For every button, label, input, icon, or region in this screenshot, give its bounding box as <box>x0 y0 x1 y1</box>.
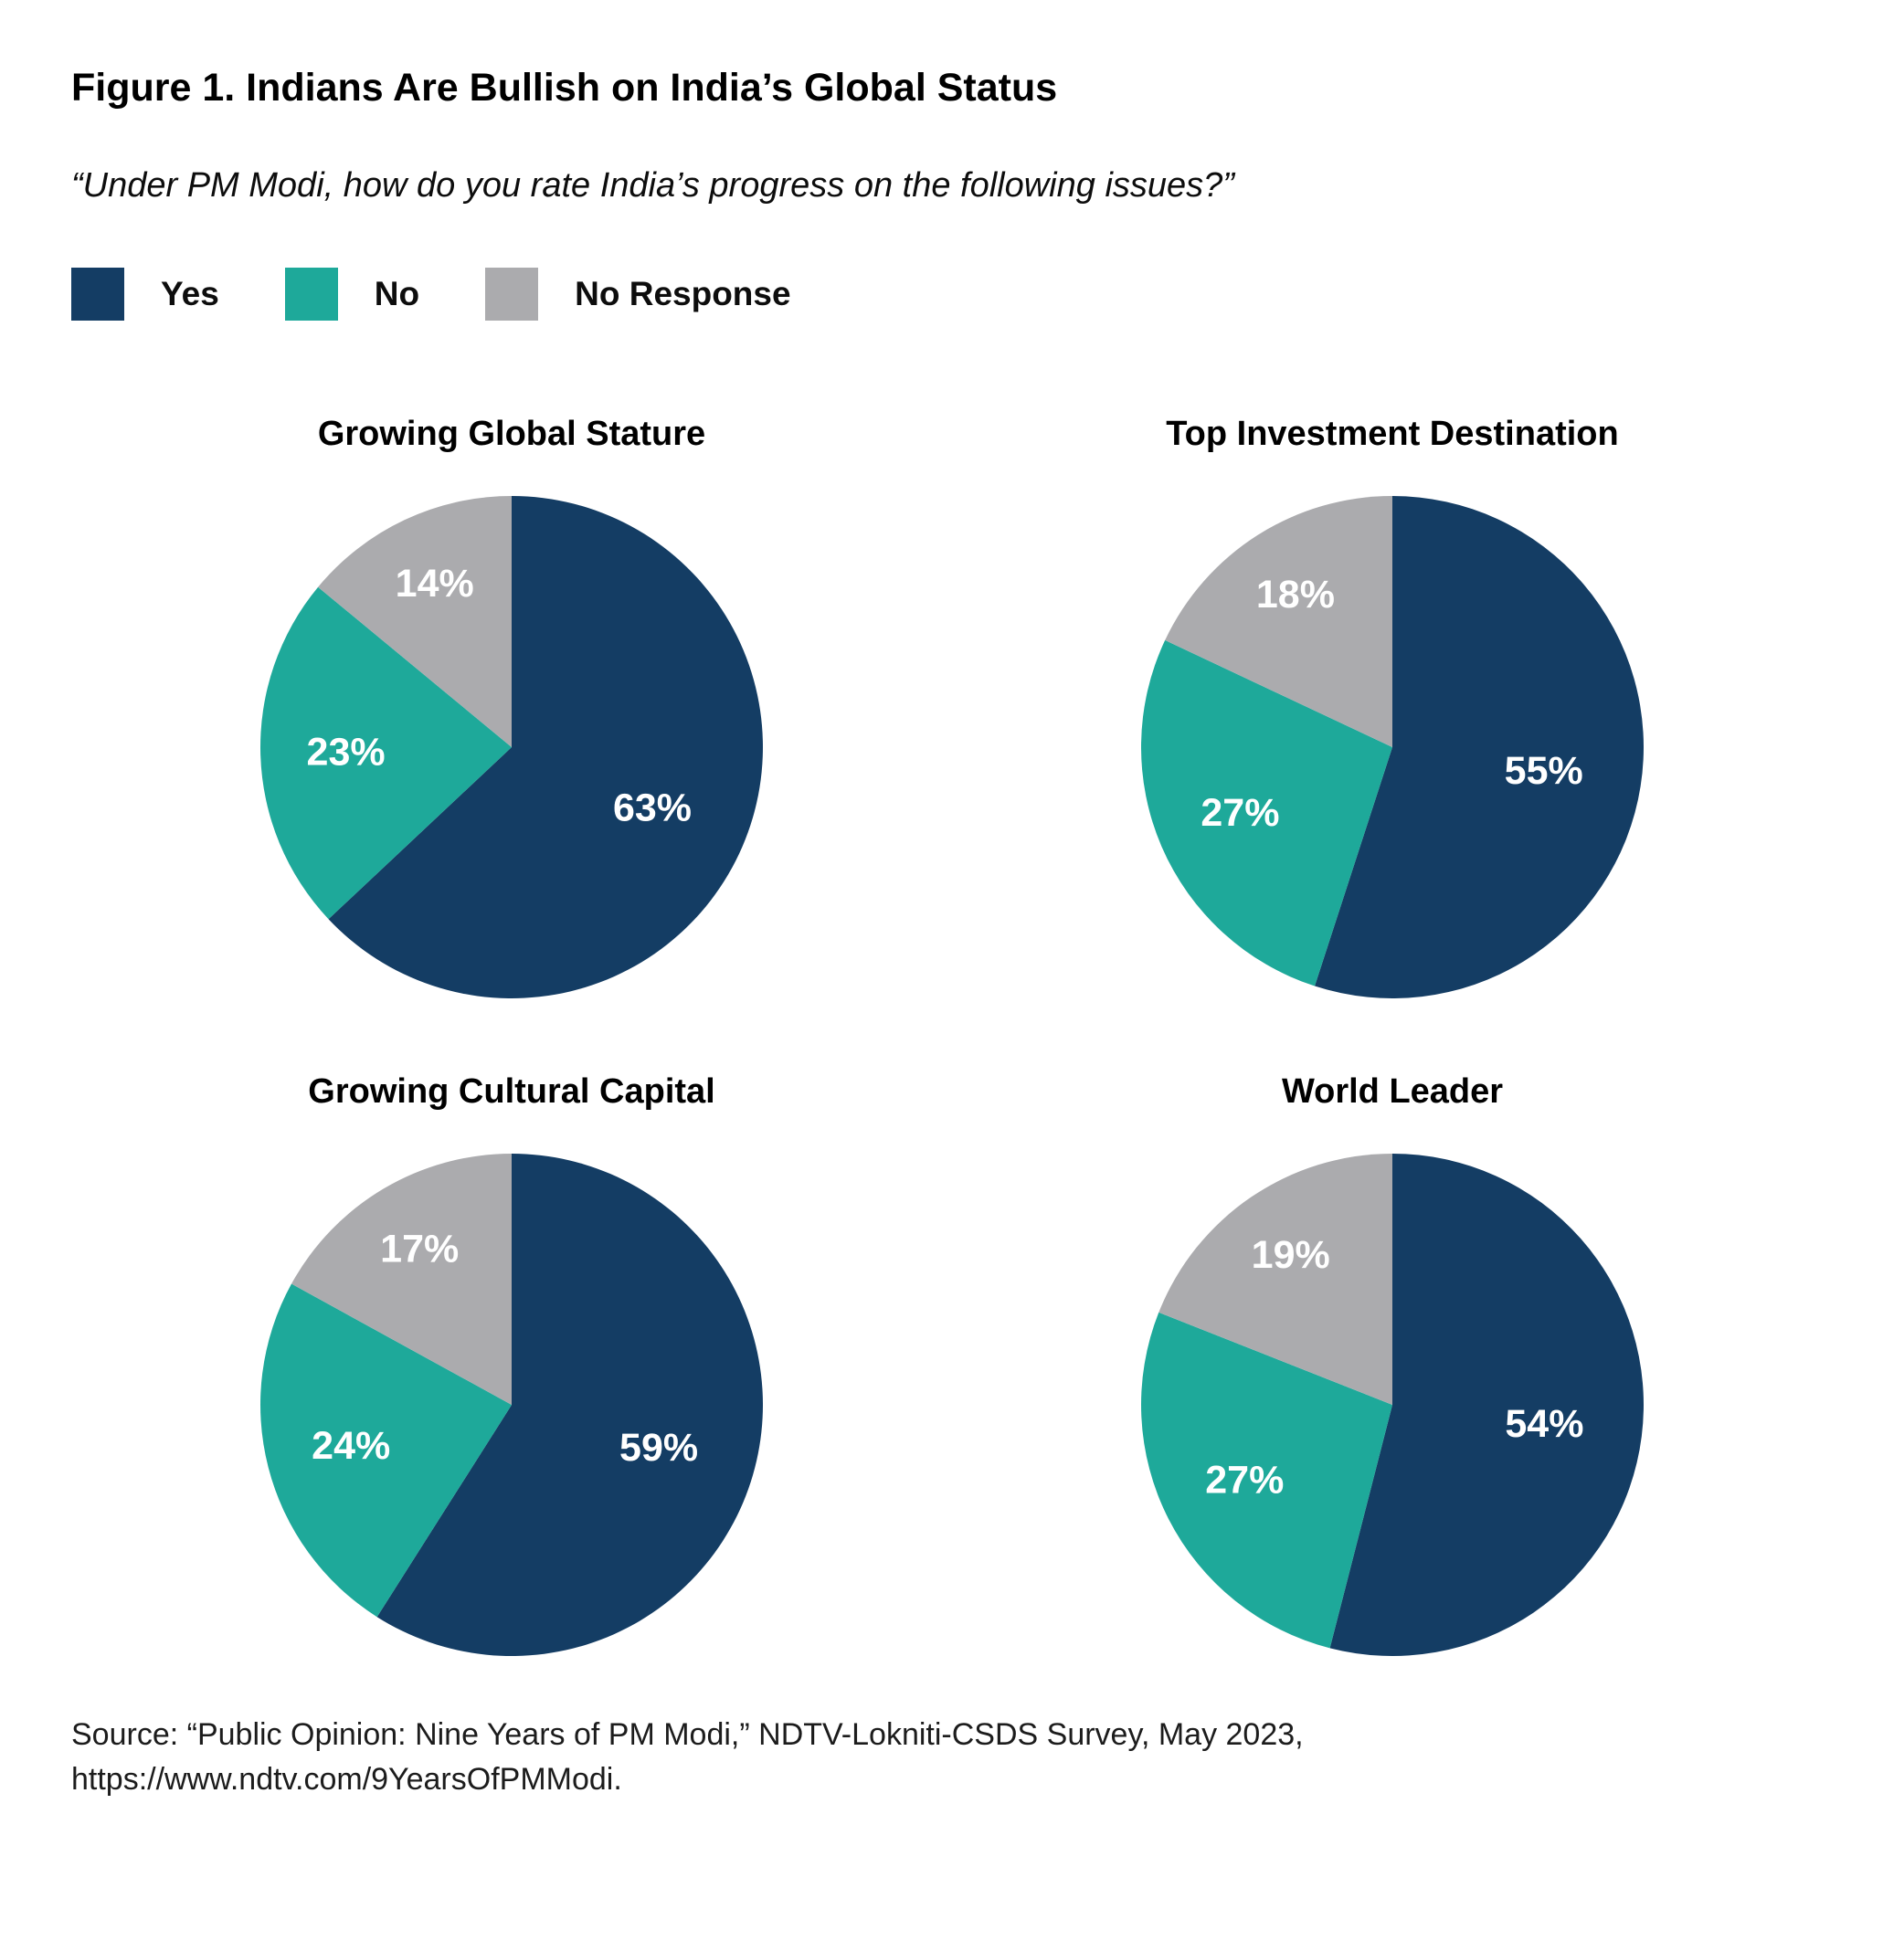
pie-slice-yes <box>1329 1153 1644 1656</box>
legend-label-no-response: No Response <box>575 275 791 313</box>
legend-label-yes: Yes <box>161 275 219 313</box>
pie-slice-no-response <box>318 495 512 747</box>
pie-slice-no-response <box>1158 1153 1392 1405</box>
chart-cell-growing-cultural-capital: Growing Cultural Capital 59% 24% 17% <box>71 1071 952 1656</box>
pie-chart-top-investment-destination: 55% 27% 18% <box>1141 495 1644 998</box>
pie-value-label: 24% <box>312 1424 390 1468</box>
legend-swatch-no-response <box>485 268 539 322</box>
pie-slice-no-response <box>291 1153 512 1405</box>
source-line-2: https://www.ndtv.com/9YearsOfPMModi. <box>71 1761 622 1797</box>
pie-value-label: 54% <box>1505 1402 1583 1446</box>
pie-slice-yes <box>328 495 763 998</box>
pie-slice-no <box>1141 1312 1392 1648</box>
pie-value-label: 55% <box>1505 749 1583 793</box>
legend: Yes No No Response <box>71 268 1833 322</box>
pie-value-label: 19% <box>1252 1233 1330 1277</box>
pie-value-label: 27% <box>1201 791 1279 835</box>
pie-slice-yes <box>376 1153 763 1656</box>
chart-title: Top Investment Destination <box>1166 415 1619 454</box>
pie-value-label: 59% <box>619 1425 698 1469</box>
source-line-1: Source: “Public Opinion: Nine Years of P… <box>71 1716 1304 1752</box>
chart-title: Growing Global Stature <box>317 415 706 454</box>
pie-chart-world-leader: 54% 27% 19% <box>1141 1153 1644 1656</box>
legend-item-no: No <box>284 268 420 322</box>
source-note: Source: “Public Opinion: Nine Years of P… <box>71 1713 1833 1803</box>
pie-chart-growing-global-stature: 63% 23% 14% <box>260 495 763 998</box>
chart-cell-top-investment-destination: Top Investment Destination 55% 27% 18% <box>952 415 1833 998</box>
pie-slice-no <box>260 586 512 920</box>
legend-swatch-yes <box>71 268 124 322</box>
pie-value-label: 17% <box>380 1227 459 1271</box>
figure-title: Figure 1. Indians Are Bullish on India’s… <box>71 66 1058 110</box>
pie-slice-yes <box>1315 495 1644 998</box>
pie-slice-no <box>260 1283 512 1617</box>
legend-item-yes: Yes <box>71 268 219 322</box>
legend-swatch-no <box>284 268 338 322</box>
pie-value-label: 63% <box>613 786 692 829</box>
figure-subtitle: “Under PM Modi, how do you rate India’s … <box>71 166 1234 206</box>
charts-grid: Growing Global Stature 63% 23% 14% Top Inv… <box>71 415 1833 1656</box>
pie-value-label: 14% <box>396 562 474 606</box>
pie-chart-growing-cultural-capital: 59% 24% 17% <box>260 1153 763 1656</box>
chart-cell-growing-global-stature: Growing Global Stature 63% 23% 14% <box>71 415 952 998</box>
figure-page: Figure 1. Indians Are Bullish on India’s… <box>71 66 1833 1803</box>
pie-value-label: 18% <box>1256 573 1335 617</box>
chart-cell-world-leader: World Leader 54% 27% 19% <box>952 1071 1833 1656</box>
pie-value-label: 23% <box>307 731 386 775</box>
legend-item-no-response: No Response <box>485 268 791 322</box>
pie-slice-no <box>1141 639 1392 986</box>
chart-title: World Leader <box>1281 1071 1504 1111</box>
pie-value-label: 27% <box>1205 1458 1284 1502</box>
chart-title: Growing Cultural Capital <box>308 1071 715 1111</box>
legend-label-no: No <box>374 275 420 313</box>
pie-slice-no-response <box>1165 495 1392 747</box>
